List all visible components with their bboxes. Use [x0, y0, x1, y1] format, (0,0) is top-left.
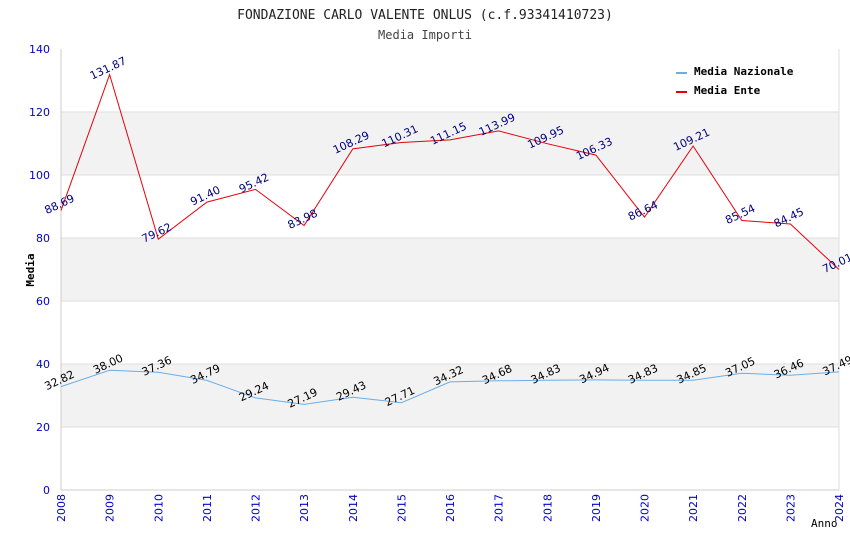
legend-label-nazionale: Media Nazionale — [694, 65, 794, 78]
x-axis-ticks: 2008 2009 2010 2011 2012 2013 2014 2015 2016 2017… — [55, 494, 846, 522]
data-label: 86.64 — [626, 198, 660, 223]
data-label: 83.98 — [286, 207, 320, 232]
x-tick-label: 2024 — [833, 494, 846, 522]
x-tick-label: 2018 — [541, 494, 554, 522]
y-tick-label: 60 — [36, 295, 50, 308]
x-tick-label: 2014 — [347, 494, 360, 522]
data-label: 84.45 — [772, 205, 806, 230]
y-tick-label: 20 — [36, 421, 50, 434]
data-label: 88.69 — [42, 192, 76, 217]
x-tick-label: 2020 — [639, 494, 652, 522]
x-tick-label: 2019 — [590, 494, 603, 522]
series-line-0 — [60, 369, 840, 405]
x-axis-label: Anno — [811, 517, 838, 530]
series-line-1 — [60, 72, 840, 270]
x-tick-label: 2017 — [493, 494, 506, 522]
x-tick-label: 2023 — [784, 494, 797, 522]
y-tick-label: 120 — [29, 106, 50, 119]
chart-title: FONDAZIONE CARLO VALENTE ONLUS (c.f.9334… — [237, 8, 613, 23]
y-tick-label: 40 — [36, 358, 50, 371]
x-tick-label: 2010 — [152, 494, 165, 522]
x-tick-label: 2011 — [201, 494, 214, 522]
x-tick-label: 2016 — [444, 494, 457, 522]
y-tick-label: 100 — [29, 169, 50, 182]
x-tick-label: 2015 — [395, 494, 408, 522]
y-axis-ticks: 0 20 40 60 80 100 120 140 — [29, 43, 50, 497]
x-tick-label: 2012 — [250, 494, 263, 522]
x-tick-label: 2008 — [55, 494, 68, 522]
x-tick-label: 2009 — [104, 494, 117, 522]
data-label: 85.54 — [723, 202, 757, 227]
legend: Media Nazionale Media Ente — [676, 65, 794, 97]
legend-label-ente: Media Ente — [694, 84, 761, 97]
series-layer — [60, 72, 840, 405]
plot-bands — [60, 49, 840, 491]
y-tick-label: 140 — [29, 43, 50, 56]
grid-band — [61, 364, 839, 427]
chart-subtitle: Media Importi — [378, 28, 472, 42]
grid-band — [61, 238, 839, 301]
x-tick-label: 2021 — [687, 494, 700, 522]
y-tick-label: 80 — [36, 232, 50, 245]
x-tick-label: 2022 — [736, 494, 749, 522]
y-axis-label: Media — [24, 253, 37, 286]
data-label: 91.40 — [188, 183, 222, 208]
y-tick-label: 0 — [43, 484, 50, 497]
x-tick-label: 2013 — [298, 494, 311, 522]
grid-band — [61, 112, 839, 175]
